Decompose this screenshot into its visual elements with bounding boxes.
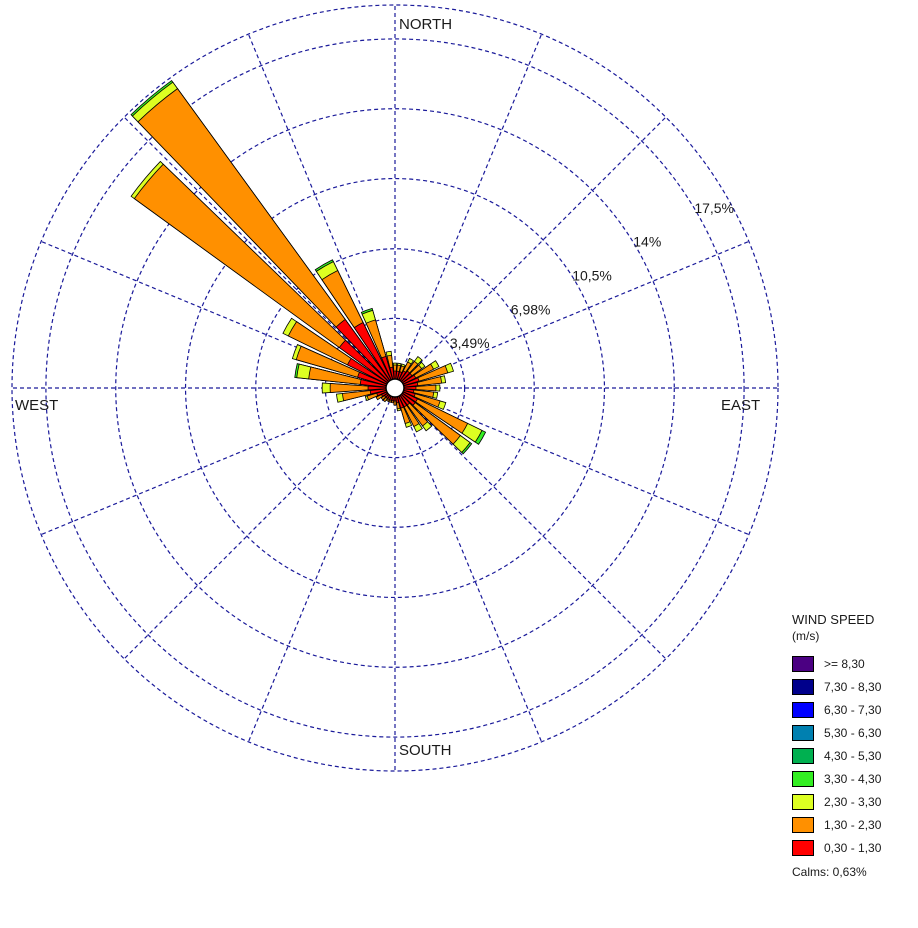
grid-ring	[184, 177, 606, 599]
wind-petals	[130, 79, 487, 455]
legend-swatch	[792, 701, 814, 718]
petal-segment	[329, 383, 396, 393]
grid-spoke	[247, 387, 396, 743]
legend-label: 3,30 - 4,30	[824, 771, 882, 786]
ring-label: 14%	[633, 234, 661, 250]
petal-segment	[367, 385, 396, 391]
grid-ring	[115, 108, 675, 668]
petal-segment	[133, 163, 396, 389]
grid-spoke	[394, 240, 750, 389]
grid-spoke	[394, 116, 667, 389]
grid-spoke	[394, 387, 750, 536]
legend-swatch	[792, 816, 814, 833]
grid-spoke	[394, 387, 543, 743]
legend-item: 4,30 - 5,30	[792, 744, 916, 767]
legend-label: 1,30 - 2,30	[824, 817, 882, 832]
legend-swatch	[792, 747, 814, 764]
grid-ring	[255, 248, 535, 528]
petal-segment	[394, 386, 417, 390]
ring-label: 17,5%	[694, 200, 734, 216]
petal-segment	[353, 322, 396, 389]
legend-label: 5,30 - 6,30	[824, 725, 882, 740]
legend-label: 0,30 - 1,30	[824, 840, 882, 855]
legend-label: >= 8,30	[824, 656, 865, 671]
petal-segment	[338, 339, 396, 389]
petal-segment	[346, 357, 396, 389]
grid-spoke	[394, 33, 543, 389]
ring-label: 6,98%	[511, 301, 551, 317]
legend-item: 6,30 - 7,30	[792, 698, 916, 721]
direction-label-east: EAST	[721, 397, 760, 414]
legend-swatch	[792, 770, 814, 787]
legend-item: 0,30 - 1,30	[792, 836, 916, 859]
ring-labels: 3,49% 6,98% 10,5% 14% 17,5%	[450, 200, 734, 351]
ring-label: 10,5%	[572, 267, 612, 283]
petal-segment	[335, 318, 396, 389]
legend-label: 2,30 - 3,30	[824, 794, 882, 809]
legend-label: 7,30 - 8,30	[824, 679, 882, 694]
legend-items: >= 8,30 7,30 - 8,30 6,30 - 7,30 5,30 - 6,30…	[792, 652, 916, 859]
legend-item: >= 8,30	[792, 652, 916, 675]
legend-swatch	[792, 793, 814, 810]
grid-ring	[11, 4, 779, 772]
grid-ring	[45, 38, 745, 738]
legend-label: 6,30 - 7,30	[824, 702, 882, 717]
legend-item: 3,30 - 4,30	[792, 767, 916, 790]
legend-swatch	[792, 724, 814, 741]
calm-center-circle	[385, 378, 405, 398]
grid-spoke	[394, 387, 667, 660]
grid-spoke	[123, 387, 396, 660]
wind-speed-legend: WIND SPEED (m/s) >= 8,30 7,30 - 8,30 6,30 …	[792, 612, 916, 879]
legend-swatch	[792, 655, 814, 672]
legend-title: WIND SPEED	[792, 612, 875, 627]
direction-label-west: WEST	[15, 397, 58, 414]
legend-swatch	[792, 678, 814, 695]
petal-segment	[357, 371, 396, 389]
legend-label: 4,30 - 5,30	[824, 748, 882, 763]
calms-label: Calms: 0,63%	[792, 865, 867, 879]
direction-label-north: NORTH	[399, 16, 452, 33]
direction-label-south: SOUTH	[399, 742, 452, 759]
grid-spoke	[123, 116, 396, 389]
legend-item: 1,30 - 2,30	[792, 813, 916, 836]
legend-item: 2,30 - 3,30	[792, 790, 916, 813]
legend-swatch	[792, 839, 814, 856]
legend-item: 7,30 - 8,30	[792, 675, 916, 698]
petal-segment	[137, 88, 396, 389]
ring-label: 3,49%	[450, 335, 490, 351]
grid-spoke	[40, 387, 396, 536]
legend-item: 5,30 - 6,30	[792, 721, 916, 744]
legend-units: (m/s)	[792, 629, 820, 643]
